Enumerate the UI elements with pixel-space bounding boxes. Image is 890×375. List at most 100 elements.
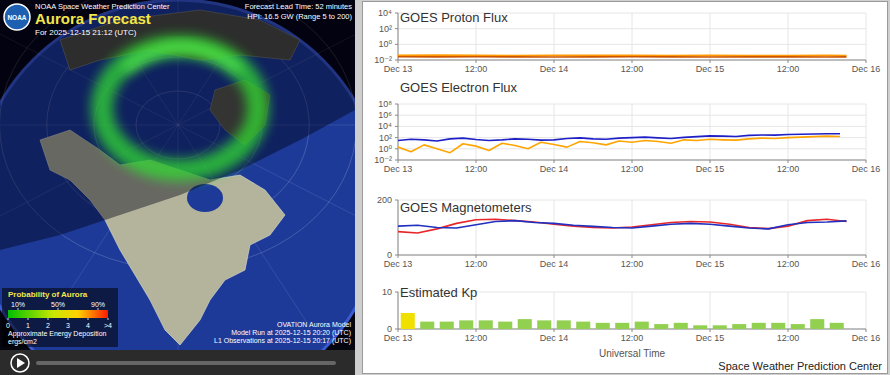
bar	[615, 323, 629, 329]
tick	[28, 318, 29, 320]
x-tick-label: Dec 13	[384, 333, 413, 343]
y-tick-label: 200	[377, 195, 392, 205]
hpi: HPI: 16.5 GW (Range 5 to 200)	[247, 12, 352, 21]
grid-line	[866, 292, 867, 329]
x-tick-label: 12:00	[621, 164, 644, 174]
bar	[596, 323, 610, 329]
y-tick-label: 10⁻²	[374, 155, 392, 165]
tick	[395, 60, 398, 61]
tick	[710, 255, 711, 258]
bar	[498, 322, 512, 329]
x-tick-label: Dec 16	[852, 333, 881, 343]
grid-line	[398, 115, 866, 116]
x-tick-label: 12:00	[777, 64, 800, 74]
grid-line	[710, 104, 711, 160]
x-tick-label: Dec 15	[696, 64, 725, 74]
chart-title: Estimated Kp	[400, 285, 477, 300]
series-line	[398, 221, 847, 229]
tick	[632, 60, 633, 63]
player-bar	[0, 350, 355, 375]
tick-label: 50%	[51, 301, 65, 308]
tick	[395, 137, 398, 138]
tick-label: 4	[86, 322, 90, 329]
bar	[791, 324, 805, 329]
grid-line	[554, 104, 555, 160]
grid-line	[554, 200, 555, 255]
globe-edge	[0, 0, 355, 350]
logo	[4, 4, 30, 30]
tick	[395, 255, 398, 256]
tick	[395, 115, 398, 116]
tick	[554, 60, 555, 63]
x-tick-label: Dec 15	[696, 164, 725, 174]
series-line	[398, 136, 840, 153]
tick-label: 0	[6, 322, 10, 329]
tick	[395, 104, 398, 105]
tick-label: 1	[26, 322, 30, 329]
grid-line	[866, 104, 867, 160]
x-tick-label: 12:00	[465, 259, 488, 269]
scale-title: Approximate Energy Deposition	[8, 330, 107, 338]
grid-line	[398, 44, 866, 45]
bar	[459, 320, 473, 329]
tick	[18, 308, 19, 310]
grid-line	[398, 148, 866, 149]
bar	[654, 324, 668, 329]
grid-line	[398, 104, 399, 160]
bar	[732, 324, 746, 329]
series-line	[398, 219, 847, 233]
grid-line	[788, 13, 789, 60]
tick	[58, 308, 59, 310]
grid-line	[866, 200, 867, 255]
bar	[752, 323, 766, 329]
grid-line	[632, 292, 633, 329]
chart-panel	[363, 2, 888, 374]
grid-line	[632, 13, 633, 60]
x-tick-label: 12:00	[465, 333, 488, 343]
grid-line	[398, 126, 866, 127]
chart: Dec 1312:00Dec 1412:00Dec 1512:00Dec 161…	[374, 80, 880, 174]
model: OVATION Aurora Model	[277, 321, 351, 328]
x-tick-label: 12:00	[465, 164, 488, 174]
tick-label: 10%	[11, 301, 25, 308]
x-tick-label: Dec 13	[384, 64, 413, 74]
grid-line	[398, 292, 399, 329]
bar	[693, 325, 707, 329]
x-tick-label: Dec 15	[696, 333, 725, 343]
grid-line	[710, 13, 711, 60]
tick	[710, 60, 711, 63]
grid-line	[554, 13, 555, 60]
tick	[554, 329, 555, 332]
tick	[788, 60, 789, 63]
grid-line	[788, 104, 789, 160]
y-tick-label: 10⁻²	[374, 55, 392, 65]
slider-track	[36, 361, 336, 365]
tick	[395, 329, 398, 330]
page: NOAANOAA Space Weather Prediction Center…	[0, 0, 890, 375]
plot-area	[398, 55, 847, 57]
footer: Space Weather Prediction Center	[718, 360, 882, 372]
x-tick-label: 12:00	[777, 333, 800, 343]
grid-line	[476, 104, 477, 160]
tick	[866, 160, 867, 163]
bar	[537, 320, 551, 329]
grid-line	[710, 200, 711, 255]
tick	[8, 318, 9, 320]
chart: Dec 1312:00Dec 1412:00Dec 1512:00Dec 161…	[374, 8, 880, 74]
grid-line	[398, 200, 399, 255]
tick	[554, 255, 555, 258]
tick	[788, 329, 789, 332]
model-run: Model Run at 2025-12-15 20:20 (UTC)	[231, 329, 351, 337]
tick	[98, 308, 99, 310]
axis-line	[398, 200, 399, 255]
globe	[0, 0, 355, 350]
x-tick-label: Dec 15	[696, 259, 725, 269]
play-button[interactable]	[11, 354, 29, 372]
plot-area	[401, 313, 844, 329]
x-tick-label: 12:00	[621, 64, 644, 74]
tick	[632, 329, 633, 332]
chart-title: GOES Proton Flux	[400, 10, 508, 25]
grid-line	[788, 292, 789, 329]
tick	[395, 160, 398, 161]
tick	[108, 318, 109, 320]
